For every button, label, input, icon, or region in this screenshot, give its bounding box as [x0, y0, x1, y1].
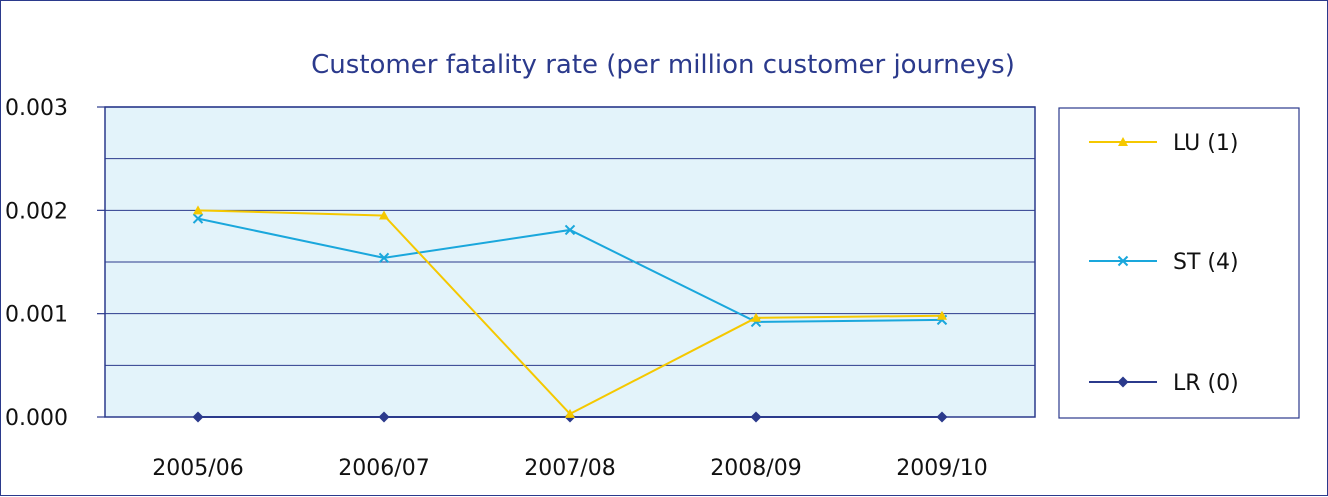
legend-label: LR (0): [1173, 371, 1239, 396]
legend-label: ST (4): [1173, 250, 1239, 275]
data-point: [192, 411, 204, 423]
series-layer: [192, 205, 948, 423]
marker-stroke: [564, 224, 576, 236]
data-point: [937, 310, 947, 320]
data-point: [751, 312, 761, 322]
y-tick-label: 0.003: [5, 96, 68, 121]
x-tick-label: 2006/07: [338, 456, 429, 481]
legend-marker: [1118, 137, 1128, 146]
x-tick-label: 2007/08: [524, 456, 615, 481]
data-point: [564, 224, 576, 236]
legend-item: LU (1): [1089, 131, 1238, 156]
data-point: [379, 210, 389, 220]
x-tick-label: 2005/06: [152, 456, 243, 481]
series-st: [192, 213, 948, 328]
y-tick-label: 0.002: [5, 199, 68, 224]
x-tick-label: 2009/10: [896, 456, 987, 481]
legend-item: ST (4): [1089, 250, 1239, 275]
series-lu: [193, 205, 947, 418]
marker-stroke: [1117, 255, 1129, 267]
legend-item: LR (0): [1089, 371, 1239, 396]
marker-stroke: [378, 252, 390, 264]
data-point: [565, 408, 575, 418]
legend-box: [1058, 107, 1300, 419]
legend-marker: [1117, 376, 1129, 388]
chart-title: Customer fatality rate (per million cust…: [311, 50, 1015, 80]
y-tick-label: 0.001: [5, 303, 68, 328]
marker-stroke: [192, 213, 204, 224]
legend: LU (1) ST (4) LR (0): [1058, 107, 1300, 419]
data-point: [936, 411, 948, 423]
legend-label: LU (1): [1173, 131, 1238, 156]
data-point: [193, 205, 203, 215]
data-point: [378, 411, 390, 423]
x-tick-label: 2008/09: [710, 456, 801, 481]
data-point: [192, 213, 204, 224]
y-tick-label: 0.000: [5, 406, 68, 431]
data-point: [750, 411, 762, 423]
legend-marker: [1117, 255, 1129, 267]
data-point: [378, 252, 390, 264]
gridlines: [105, 106, 1035, 366]
y-axis: 0.003 0.002 0.001 0.000: [5, 96, 105, 431]
x-axis: 2005/06 2006/07 2007/08 2008/09 2009/10: [152, 456, 987, 481]
